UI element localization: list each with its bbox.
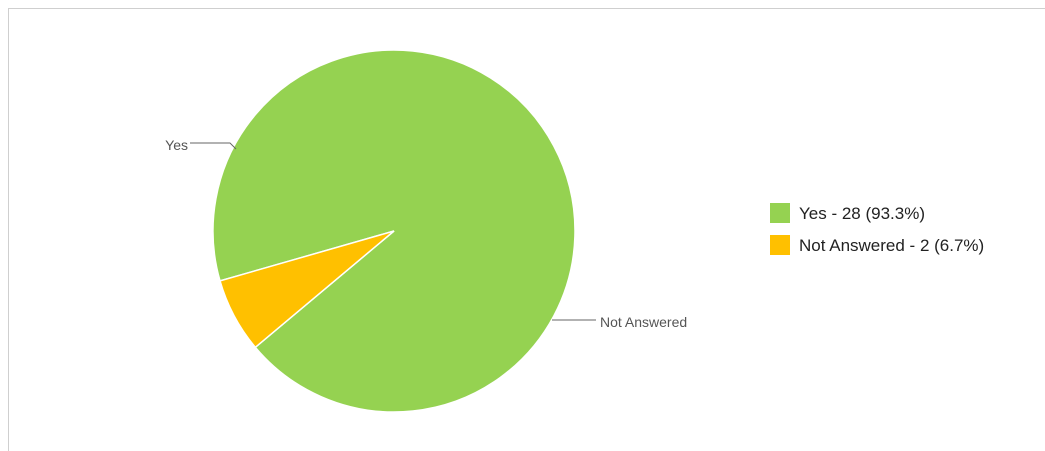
legend-label-not-answered: Not Answered - 2 (6.7%) xyxy=(799,236,984,255)
legend-label-yes: Yes - 28 (93.3%) xyxy=(799,204,925,223)
legend-swatch-not-answered xyxy=(770,235,790,255)
pie-slices xyxy=(212,49,576,413)
slice-label-yes: Yes xyxy=(165,137,188,153)
pie-slice-not-answered xyxy=(219,230,395,349)
slice-callouts xyxy=(190,142,596,321)
legend: Yes - 28 (93.3%) Not Answered - 2 (6.7%) xyxy=(770,203,984,255)
slice-label-not-answered: Not Answered xyxy=(600,314,687,330)
legend-swatch-yes xyxy=(770,203,790,223)
callout-line-yes xyxy=(190,142,237,150)
